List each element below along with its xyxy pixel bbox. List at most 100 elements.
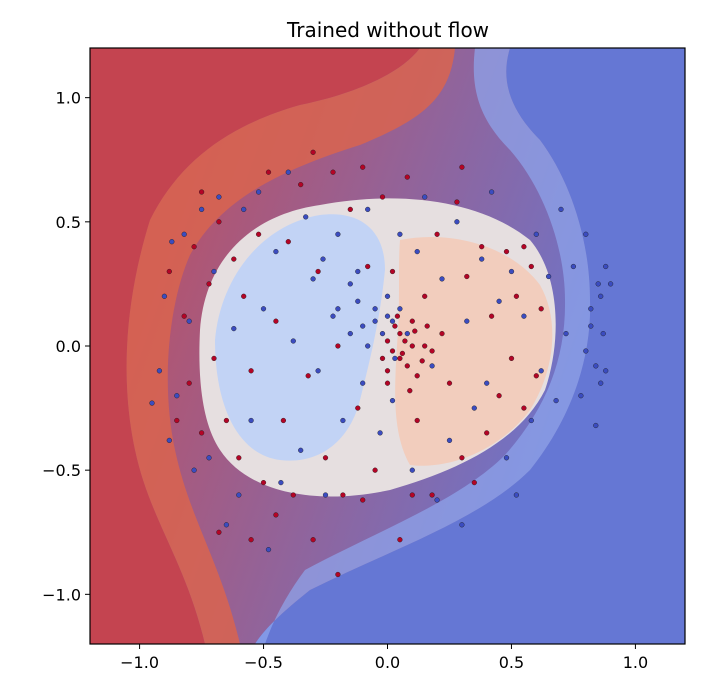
data-point-class-1-37 — [409, 343, 415, 349]
pale-blue-pocket — [215, 214, 385, 461]
data-point-class-0-64 — [533, 231, 539, 237]
data-point-class-1-54 — [513, 293, 520, 299]
data-point-class-1-65 — [422, 343, 428, 349]
data-point-class-0-42 — [397, 231, 403, 237]
data-point-class-1-68 — [379, 355, 386, 362]
data-point-class-0-37 — [365, 206, 371, 213]
data-point-class-0-82 — [593, 422, 599, 429]
data-point-class-1-38 — [414, 417, 420, 424]
y-tick-label-0: −1.0 — [42, 585, 81, 604]
data-point-class-1-7 — [223, 417, 230, 424]
data-point-class-0-69 — [563, 331, 569, 337]
data-point-class-1-3 — [199, 430, 205, 436]
data-point-class-1-60 — [389, 348, 396, 354]
data-point-class-1-35 — [397, 355, 403, 362]
data-point-class-0-40 — [384, 293, 391, 299]
data-point-class-0-50 — [446, 437, 453, 444]
data-point-class-0-91 — [384, 313, 391, 319]
data-point-class-1-52 — [503, 249, 510, 255]
y-tick-label-3: 0.5 — [56, 213, 81, 232]
data-point-class-0-92 — [365, 343, 371, 349]
data-point-class-0-80 — [595, 281, 601, 287]
data-point-class-1-72 — [407, 388, 413, 394]
data-point-class-0-26 — [303, 214, 309, 220]
data-point-class-1-62 — [404, 363, 410, 369]
data-point-class-1-8 — [231, 256, 237, 262]
data-point-class-1-81 — [335, 571, 341, 578]
chart-title: Trained without flow — [286, 18, 489, 42]
data-point-class-0-95 — [379, 331, 386, 337]
data-point-class-0-47 — [429, 363, 435, 369]
data-point-class-0-65 — [538, 368, 544, 374]
data-point-class-1-59 — [384, 338, 391, 344]
data-point-class-1-16 — [280, 417, 287, 424]
data-point-class-1-79 — [273, 512, 279, 518]
data-point-class-0-10 — [206, 455, 212, 461]
y-tick-label-1: −0.5 — [42, 461, 81, 480]
data-point-class-0-3 — [166, 437, 172, 444]
data-point-class-1-29 — [360, 164, 366, 170]
x-tick-label-1: −0.5 — [244, 653, 283, 672]
data-point-class-0-2 — [161, 293, 168, 299]
data-point-class-0-31 — [330, 313, 336, 319]
data-point-class-1-5 — [211, 355, 217, 362]
data-point-class-0-6 — [181, 231, 187, 237]
data-point-class-0-36 — [360, 380, 366, 386]
data-point-class-1-17 — [285, 239, 291, 245]
data-point-class-0-93 — [355, 298, 361, 304]
data-point-class-0-1 — [156, 368, 163, 374]
data-point-class-1-28 — [355, 405, 361, 411]
data-point-class-0-28 — [315, 368, 321, 374]
y-axis: −1.0 −0.5 0.0 0.5 1.0 — [42, 89, 90, 604]
scatter-series-class-1 — [166, 149, 544, 578]
data-point-class-1-36 — [404, 174, 410, 180]
x-tick-label-2: 0.0 — [375, 653, 400, 672]
x-axis: −1.0 −0.5 0.0 0.5 1.0 — [120, 644, 648, 672]
data-point-class-0-76 — [603, 368, 609, 374]
data-point-class-0-21 — [273, 249, 279, 255]
data-point-class-0-12 — [216, 194, 222, 200]
data-point-class-1-19 — [298, 182, 304, 188]
data-point-class-1-15 — [273, 318, 279, 324]
data-point-class-1-63 — [409, 318, 415, 324]
data-point-class-0-32 — [335, 231, 341, 237]
data-point-class-0-8 — [191, 467, 197, 473]
data-point-class-0-74 — [593, 363, 599, 369]
data-point-class-0-60 — [508, 268, 515, 275]
data-point-class-0-25 — [298, 447, 304, 453]
data-point-class-1-24 — [330, 169, 336, 175]
data-point-class-0-44 — [409, 467, 415, 473]
red-contour-band — [126, 48, 455, 644]
decision-surface — [90, 48, 685, 644]
data-point-class-0-79 — [600, 331, 606, 337]
data-point-class-0-41 — [389, 398, 396, 404]
data-point-class-1-0 — [181, 313, 187, 319]
data-point-class-1-74 — [419, 358, 425, 364]
data-point-class-0-58 — [496, 298, 502, 304]
data-point-class-1-39 — [422, 293, 428, 299]
data-point-class-0-87 — [360, 323, 366, 329]
data-point-class-0-89 — [389, 318, 396, 324]
data-point-class-1-71 — [402, 338, 408, 344]
data-point-class-1-77 — [216, 529, 222, 535]
data-point-class-1-23 — [322, 455, 329, 461]
data-point-class-1-18 — [290, 492, 296, 498]
pale-red-pocket — [395, 237, 553, 466]
data-point-class-1-85 — [166, 268, 172, 275]
data-point-class-1-66 — [392, 323, 398, 329]
data-point-class-1-12 — [256, 231, 262, 237]
data-point-class-0-34 — [347, 331, 353, 337]
data-point-class-0-67 — [553, 398, 559, 404]
data-point-class-0-77 — [607, 281, 614, 287]
data-point-class-0-63 — [528, 417, 534, 424]
data-point-class-0-84 — [583, 348, 589, 354]
data-point-class-0-70 — [570, 263, 577, 270]
data-point-class-1-58 — [538, 306, 544, 312]
data-point-class-1-11 — [248, 368, 254, 374]
data-point-class-0-48 — [434, 497, 440, 503]
data-point-class-1-45 — [459, 455, 465, 461]
data-point-class-0-23 — [285, 169, 291, 175]
data-point-class-0-11 — [211, 268, 217, 275]
data-point-class-1-42 — [439, 331, 445, 337]
